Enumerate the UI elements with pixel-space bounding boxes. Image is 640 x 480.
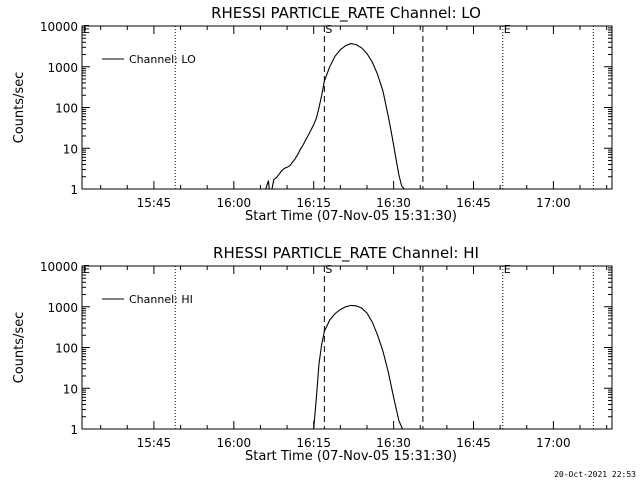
plot-frame [81, 25, 613, 190]
x-tick-label: 16:30 [376, 436, 411, 450]
y-tick-label: 100 [55, 102, 78, 116]
x-tick-label: 17:00 [536, 436, 571, 450]
legend-label: Channel: LO [129, 53, 196, 66]
y-tick-label: 10 [63, 142, 78, 156]
x-tick-label: 15:45 [137, 436, 172, 450]
y-tick-label: 1000 [47, 301, 78, 315]
x-tick-label: 16:15 [296, 436, 331, 450]
y-tick-label: 10000 [40, 260, 78, 274]
marker-label: E [504, 23, 511, 36]
y-axis-label: Counts/sec [12, 312, 27, 384]
x-tick-label: 17:00 [536, 196, 571, 210]
x-tick-label: 16:45 [456, 436, 491, 450]
x-tick-label: 16:00 [217, 436, 252, 450]
y-tick-label: 100 [55, 342, 78, 356]
chart-title: RHESSI PARTICLE_RATE Channel: LO [211, 4, 481, 23]
marker-label: E [504, 263, 511, 276]
series-line [313, 304, 404, 430]
y-tick-label: 10000 [40, 20, 78, 34]
x-tick-label: 16:00 [217, 196, 252, 210]
marker-label: E [83, 263, 90, 276]
plot-frame [81, 265, 613, 430]
y-tick-label: 1000 [47, 61, 78, 75]
x-tick-label: 16:45 [456, 196, 491, 210]
x-axis-label: Start Time (07-Nov-05 15:31:30) [245, 449, 457, 464]
timestamp: 20-Oct-2021 22:53 [554, 470, 636, 479]
chart-title: RHESSI PARTICLE_RATE Channel: HI [213, 244, 479, 263]
series-line [265, 43, 405, 190]
y-axis-label: Counts/sec [12, 72, 27, 144]
x-tick-label: 16:30 [376, 196, 411, 210]
x-tick-label: 15:45 [137, 196, 172, 210]
y-tick-label: 1 [70, 423, 78, 437]
y-tick-label: 1 [70, 183, 78, 197]
legend-label: Channel: HI [129, 293, 193, 306]
x-axis-label: Start Time (07-Nov-05 15:31:30) [245, 209, 457, 224]
marker-label: S [325, 263, 332, 276]
y-tick-label: 10 [63, 382, 78, 396]
marker-label: S [325, 23, 332, 36]
marker-label: E [83, 23, 90, 36]
x-tick-label: 16:15 [296, 196, 331, 210]
